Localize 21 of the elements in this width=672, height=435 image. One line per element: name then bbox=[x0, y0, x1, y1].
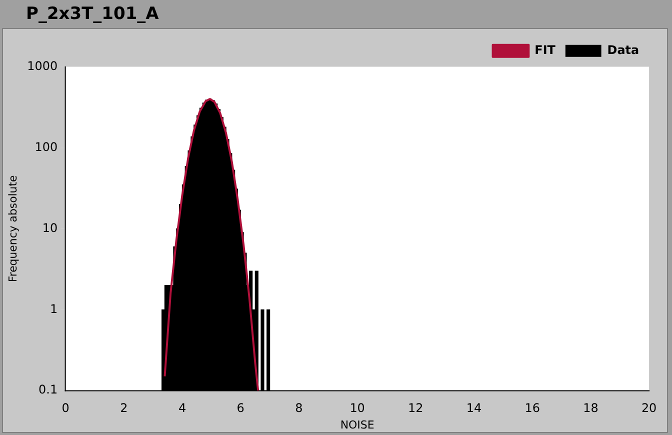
y-tick-label: 1000 bbox=[27, 58, 58, 73]
x-tick-label: 4 bbox=[178, 400, 186, 415]
y-tick-label: 0.1 bbox=[38, 382, 58, 397]
x-tick-label: 10 bbox=[350, 400, 365, 415]
y-tick-label: 100 bbox=[34, 140, 58, 154]
x-tick-label: 18 bbox=[583, 400, 598, 415]
x-tick-label: 6 bbox=[236, 400, 244, 415]
x-tick-label: 20 bbox=[641, 400, 657, 415]
x-tick-label: 8 bbox=[295, 400, 303, 415]
x-tick-label: 0 bbox=[62, 400, 70, 415]
x-tick-label: 16 bbox=[524, 400, 540, 415]
x-axis-title: NOISE bbox=[340, 418, 374, 432]
x-tick-label: 12 bbox=[408, 400, 424, 415]
legend-label: FIT bbox=[534, 43, 556, 57]
x-tick-label: 2 bbox=[120, 400, 128, 415]
y-tick-label: 10 bbox=[42, 220, 58, 235]
y-tick-label: 1 bbox=[50, 302, 58, 316]
chart-title: P_2x3T_101_A bbox=[25, 3, 160, 26]
x-tick-label: 14 bbox=[466, 400, 482, 415]
y-axis-title: Frequency absolute bbox=[6, 174, 20, 282]
legend-label: Data bbox=[607, 43, 640, 57]
